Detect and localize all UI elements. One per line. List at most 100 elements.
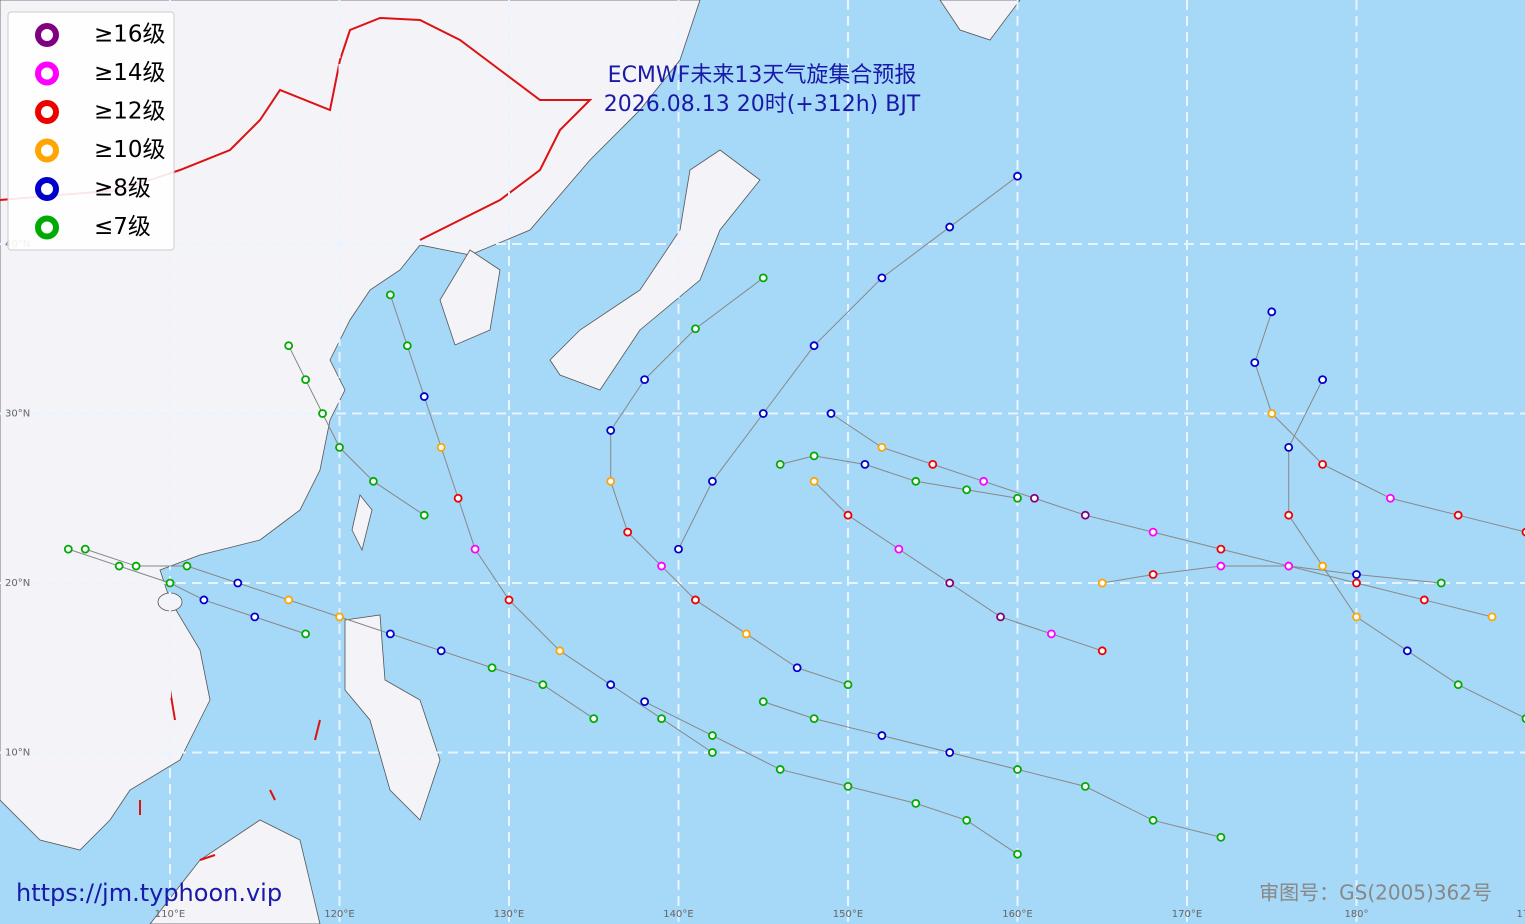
track-point [691,595,700,605]
land [0,0,1021,924]
track-point [385,629,395,639]
lat-label: 20°N [5,578,30,589]
track-point [1097,646,1107,656]
track-point [623,527,633,537]
track-point [877,273,887,283]
track-point [284,341,294,351]
track-point [792,663,802,673]
track-point [436,442,446,452]
legend-label: ≥16级 [94,22,166,48]
url: https://jm.typhoon.vip [16,879,282,907]
track-point [843,680,853,690]
track-point [63,544,73,554]
track-point [1419,595,1429,605]
track-point [335,612,344,622]
track-point [962,815,972,825]
track-point [1013,849,1022,859]
track-point [843,782,853,791]
track-point [555,646,565,656]
legend-swatch [35,23,59,47]
track-point [809,451,819,461]
track-point [708,748,717,757]
title: ECMWF未来13天气旋集合预报 [608,63,917,88]
track-point [284,595,294,605]
track-point [1521,527,1525,537]
track-point [1267,409,1277,418]
legend-label: ≥8级 [94,176,151,202]
track-point [606,680,616,690]
track-point [301,629,311,639]
legend-label: ≥12级 [94,99,166,125]
track-point [979,476,988,486]
track-point [131,561,141,571]
track-point [1521,714,1525,723]
dash-line [139,689,321,861]
track-point [538,680,548,690]
track-point [945,748,955,757]
track-point [1453,510,1463,520]
track-point [809,341,819,351]
track-point [233,578,243,588]
border [0,16,593,241]
track-point [1013,493,1022,503]
track-point [487,663,497,673]
track-point [877,442,887,452]
track-point [1284,510,1294,520]
track-point [640,697,649,707]
legend-label: ≥14级 [94,60,166,86]
track-point [318,409,327,418]
track-point [758,409,768,418]
track-point [1453,680,1463,690]
track-point [1030,493,1039,503]
approval: 审图号：GS(2005)362号 [1259,881,1492,905]
track-point [165,578,175,588]
legend-swatch [35,138,59,163]
lon-label: 170°E [1172,909,1202,920]
track-point [385,290,395,300]
track-point [250,612,260,622]
track-point [1013,171,1022,181]
track-line [1288,379,1525,719]
track-point [199,595,209,605]
legend-label: ≤7级 [94,214,151,240]
tracks [63,171,1525,859]
legend-label: ≥10级 [94,137,166,163]
lon-label: 150°E [833,909,863,920]
track-point [657,714,666,723]
track-point [1013,765,1022,774]
track-point [1148,527,1158,537]
track-point [826,409,836,418]
lon-label: 160°E [1002,909,1032,920]
track-point [182,561,192,571]
track-point [335,442,344,452]
track-point [1148,570,1158,579]
track-point [758,697,768,707]
track-point [1097,578,1107,588]
track-point [911,476,921,486]
track-point [419,510,429,520]
track-point [691,324,700,334]
track-point [606,426,616,435]
track-line [763,701,1222,838]
lon-label: 120°E [324,909,354,920]
track-point [928,459,938,469]
track-point [775,459,785,469]
lon-label: 130°E [494,909,524,920]
track-line [288,345,425,516]
lat-label: 10°N [5,748,30,759]
track-point [1352,570,1361,579]
legend: ≥16级 ≥14级 ≥12级 ≥10级 ≥8级 ≤7级 [35,22,166,240]
lon-label: 180° [1344,909,1368,920]
track-point [606,476,616,486]
track-point [843,510,853,520]
track-point [945,578,955,588]
track-point [419,392,429,401]
track-point [1267,307,1277,317]
track-point [877,731,887,740]
track-point [114,561,124,571]
track-point [1148,815,1158,825]
legend-swatch [35,100,59,124]
track-point [1318,561,1327,571]
track-point [589,714,599,723]
